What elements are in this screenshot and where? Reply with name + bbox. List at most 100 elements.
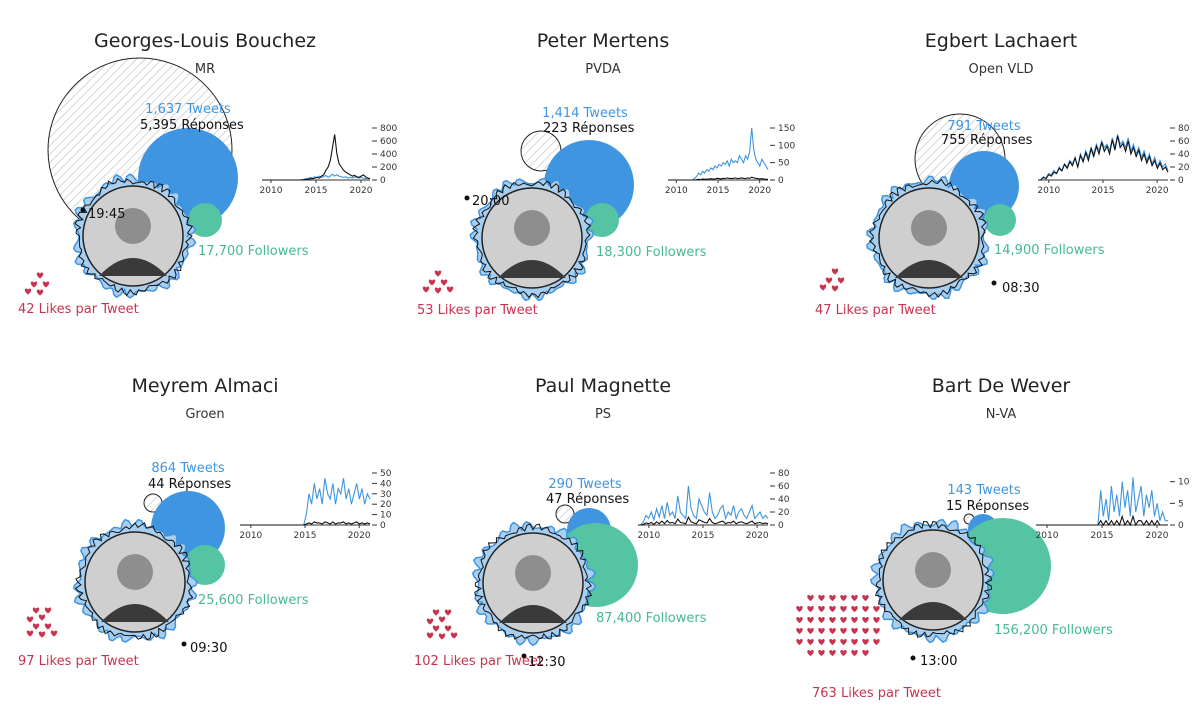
tweets-line xyxy=(240,478,371,526)
tweets-label: 864 Tweets xyxy=(151,461,224,476)
y-tick-label: 0 xyxy=(778,176,784,186)
followers-bubble xyxy=(984,204,1016,236)
heart-icon xyxy=(807,650,814,657)
heart-icon xyxy=(862,617,869,624)
sparkline: 2010 2015 2020 0 200 400 600 800 xyxy=(260,124,398,196)
party-label: PVDA xyxy=(585,62,621,77)
heart-icon xyxy=(807,617,814,624)
heart-icon xyxy=(840,628,847,635)
x-tick-label: 2015 xyxy=(1091,531,1114,541)
avatar-body xyxy=(498,260,566,278)
likes-label: 97 Likes par Tweet xyxy=(18,654,139,669)
heart-icon xyxy=(829,595,836,602)
avatar-head xyxy=(515,555,551,591)
replies-label: 47 Réponses xyxy=(546,492,629,507)
heart-icon xyxy=(796,606,803,613)
heart-icon xyxy=(862,650,869,657)
heart-icon xyxy=(50,630,58,637)
y-tick-label: 60 xyxy=(778,482,790,492)
followers-label: 87,400 Followers xyxy=(596,611,707,626)
tweets-label: 290 Tweets xyxy=(548,477,621,492)
heart-icon xyxy=(44,623,52,630)
y-tick-label: 60 xyxy=(1178,137,1190,147)
heart-icon xyxy=(829,628,836,635)
likes-hearts xyxy=(819,268,845,292)
party-label: MR xyxy=(195,62,215,77)
heart-icon xyxy=(450,632,458,639)
y-tick-label: 5 xyxy=(1178,499,1184,509)
replies-line xyxy=(1038,135,1169,181)
sparkline: 2010 2015 2020 0 20 40 60 80 xyxy=(1037,124,1189,196)
heart-icon xyxy=(36,289,44,296)
heart-icon xyxy=(32,607,40,614)
x-tick-label: 2015 xyxy=(707,186,730,196)
y-tick-label: 50 xyxy=(778,159,790,169)
y-tick-label: 10 xyxy=(380,511,392,521)
y-tick-label: 0 xyxy=(1178,521,1184,531)
heart-icon xyxy=(862,606,869,613)
heart-icon xyxy=(807,639,814,646)
tweets-line xyxy=(638,485,769,526)
tweets-label: 1,637 Tweets xyxy=(145,102,231,117)
heart-icon xyxy=(862,639,869,646)
heart-icon xyxy=(796,639,803,646)
y-tick-label: 400 xyxy=(380,150,397,160)
y-tick-label: 150 xyxy=(778,124,795,134)
panel-paul-magnette: 2010 2015 2020 0 20 40 60 80 Paul Magnette PS 290 … xyxy=(414,375,790,670)
y-tick-label: 0 xyxy=(778,521,784,531)
avatar-body xyxy=(895,260,963,278)
y-tick-label: 0 xyxy=(380,176,386,186)
replies-line xyxy=(1036,514,1168,527)
heart-icon xyxy=(440,279,448,286)
party-label: PS xyxy=(595,407,611,422)
activity-outline xyxy=(74,522,194,641)
time-dot xyxy=(181,641,187,647)
tweets-line xyxy=(1036,477,1168,526)
followers-label: 14,900 Followers xyxy=(994,243,1105,258)
likes-label: 42 Likes par Tweet xyxy=(18,302,139,317)
avatar-body xyxy=(99,258,167,276)
time-dot xyxy=(991,280,997,286)
activity-outline xyxy=(474,523,593,640)
heart-icon xyxy=(840,639,847,646)
politician-name: Egbert Lachaert xyxy=(925,30,1077,52)
activity-outline xyxy=(875,520,993,638)
replies-label: 15 Réponses xyxy=(946,499,1029,514)
panel-bart-de-wever: 2010 2015 2020 0 5 10 Bart De Wever N-VA 143 Twe… xyxy=(796,375,1190,701)
activity-outline xyxy=(868,178,987,298)
replies-label: 223 Réponses xyxy=(543,121,635,136)
y-tick-label: 20 xyxy=(778,508,790,518)
avatar-head xyxy=(915,552,951,588)
heart-icon xyxy=(818,628,825,635)
avatar xyxy=(82,185,184,287)
tweets-label: 791 Tweets xyxy=(947,119,1020,134)
heart-icon xyxy=(829,606,836,613)
heart-icon xyxy=(829,639,836,646)
heart-icon xyxy=(818,639,825,646)
followers-label: 156,200 Followers xyxy=(994,623,1113,638)
replies-label: 5,395 Réponses xyxy=(140,118,244,133)
panel-egbert-lachaert: 2010 2015 2020 0 20 40 60 80 Egbert Lachaert Open… xyxy=(815,30,1190,318)
heart-icon xyxy=(426,632,434,639)
heart-icon xyxy=(44,607,52,614)
y-tick-label: 20 xyxy=(1178,163,1190,173)
heart-icon xyxy=(873,639,880,646)
x-tick-label: 2010 xyxy=(1036,531,1059,541)
sparkline: 2010 2015 2020 0 5 10 xyxy=(1036,477,1190,541)
y-tick-label: 50 xyxy=(380,469,392,479)
replies-line xyxy=(638,515,769,526)
heart-icon xyxy=(818,606,825,613)
x-tick-label: 2020 xyxy=(350,186,373,196)
heart-icon xyxy=(829,617,836,624)
followers-label: 17,700 Followers xyxy=(198,244,309,259)
heart-icon xyxy=(837,277,845,284)
y-tick-label: 200 xyxy=(380,163,397,173)
time-dot xyxy=(80,207,86,213)
x-tick-label: 2010 xyxy=(260,186,283,196)
politician-name: Bart De Wever xyxy=(932,375,1071,397)
heart-icon xyxy=(873,617,880,624)
heart-icon xyxy=(862,628,869,635)
party-label: Groen xyxy=(185,407,224,422)
